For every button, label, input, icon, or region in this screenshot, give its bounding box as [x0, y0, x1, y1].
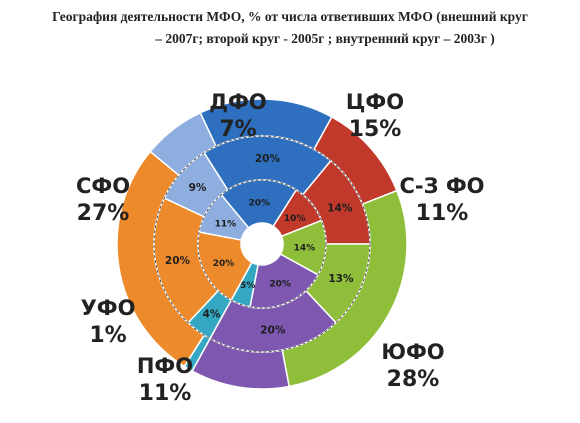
label-yufo-pct: 28%: [386, 367, 440, 392]
ring-outer: [116, 98, 408, 390]
label-dfo-pct: 7%: [219, 117, 257, 142]
data-label-2003г-ЦФО: 20%: [249, 199, 271, 209]
label-yufo-name: ЮФО: [381, 340, 445, 364]
data-label-2003г-СФО: 20%: [213, 259, 235, 269]
data-label-2005г-СФО: 20%: [165, 255, 191, 267]
data-label-2005г-С-З ФО: 14%: [327, 202, 353, 214]
data-label-2005г-ПФО: 20%: [260, 324, 286, 336]
chart-title: География деятельности МФО, % от числа о…: [0, 6, 580, 50]
data-label-2005г-ЮФО: 13%: [328, 273, 354, 285]
label-sfo: СФО 27%: [58, 172, 148, 228]
label-sfo-name: СФО: [75, 174, 131, 198]
label-ufo-name: УФО: [80, 296, 136, 320]
label-cfo-name: ЦФО: [345, 90, 405, 114]
ring-separator-0: [153, 135, 371, 353]
label-ufo: УФО 1%: [68, 294, 148, 350]
label-dfo: ДФО 7%: [198, 88, 278, 144]
chart-title-line-2: – 2007г; второй круг - 2005г ; внутренни…: [155, 31, 495, 46]
ring-separator-1: [197, 179, 327, 309]
label-szfo: С-З ФО 11%: [392, 172, 492, 228]
label-szfo-pct: 11%: [415, 201, 469, 226]
label-pfo-name: ПФО: [136, 354, 194, 378]
label-szfo-name: С-З ФО: [399, 174, 485, 198]
label-sfo-pct: 27%: [76, 201, 130, 226]
data-label-2003г-ЮФО: 14%: [294, 244, 316, 254]
label-pfo-pct: 11%: [138, 381, 192, 406]
data-label-2003г-ПФО: 20%: [269, 280, 291, 290]
label-yufo: ЮФО 28%: [368, 338, 458, 394]
data-label-2003г-ДФО: 11%: [215, 219, 237, 229]
data-label-2003г-УФО: 5%: [240, 281, 255, 291]
data-label-2005г-УФО: 4%: [203, 309, 221, 321]
label-pfo: ПФО 11%: [120, 352, 210, 408]
label-cfo-pct: 15%: [348, 117, 402, 142]
label-dfo-name: ДФО: [209, 90, 267, 114]
donut-center-hole: [242, 224, 282, 264]
label-cfo: ЦФО 15%: [330, 88, 420, 144]
data-label-2005г-ДФО: 9%: [189, 182, 207, 194]
chart-title-line-1: География деятельности МФО, % от числа о…: [52, 9, 528, 24]
data-label-2003г-С-З ФО: 10%: [284, 214, 306, 224]
label-ufo-pct: 1%: [89, 323, 127, 348]
data-label-2005г-ЦФО: 20%: [255, 153, 281, 165]
